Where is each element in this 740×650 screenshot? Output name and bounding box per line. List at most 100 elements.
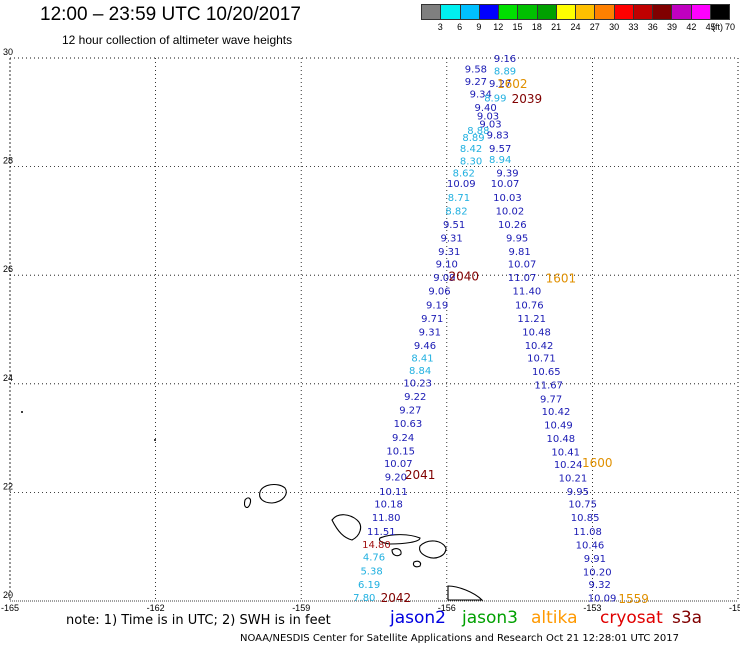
- wave-height-value: 9.19: [426, 300, 448, 311]
- wave-height-value: 8.82: [445, 206, 467, 217]
- legend-tick-label: 42: [686, 22, 697, 32]
- pass-time-label: 2042: [381, 591, 412, 605]
- wave-height-value: 10.75: [568, 500, 597, 511]
- wave-height-value: 11.21: [517, 314, 546, 325]
- wave-height-value: 11.40: [513, 287, 542, 298]
- longitude-tick-label: -162: [147, 603, 165, 613]
- island-maui: [419, 540, 447, 559]
- wave-height-value: 8.71: [448, 193, 470, 204]
- satellite-legend-s3a: s3a: [672, 608, 703, 628]
- wave-height-value: 11.80: [372, 513, 401, 524]
- wave-height-value: 5.38: [360, 566, 382, 577]
- wave-height-value: 9.77: [540, 394, 562, 405]
- wave-height-value: 8.41: [411, 354, 433, 365]
- wave-height-value: 9.32: [589, 580, 611, 591]
- wave-height-value: 9.58: [465, 65, 487, 76]
- island-molokai: [378, 534, 421, 545]
- wave-height-value: 9.51: [443, 220, 465, 231]
- legend-tick-label: 70: [724, 22, 736, 32]
- wave-height-value: 10.18: [374, 500, 403, 511]
- satellite-legend-cryosat: cryosat: [600, 608, 663, 628]
- wave-height-value: 9.03: [477, 111, 499, 122]
- legend-tick-label: 3: [437, 22, 443, 32]
- pass-time-label: 2039: [512, 92, 543, 106]
- hawaiian-islands: [21, 411, 484, 601]
- wave-height-value: 9.27: [465, 77, 487, 88]
- wave-height-value: 10.07: [508, 260, 537, 271]
- wave-height-value: 10.76: [515, 300, 544, 311]
- wave-height-value: 9.22: [404, 392, 426, 403]
- latitude-tick-label: 22: [3, 481, 13, 491]
- wave-height-value: 10.02: [496, 206, 525, 217]
- wave-height-value: 9.95: [506, 234, 528, 245]
- wave-height-value: 10.26: [498, 220, 527, 231]
- wave-height-value: 10.23: [403, 379, 432, 390]
- wave-height-value: 9.40: [474, 103, 496, 114]
- island-hawaii: [447, 585, 484, 601]
- wave-height-value: 10.41: [551, 447, 580, 458]
- wave-height-value: 11.67: [534, 381, 563, 392]
- wave-height-value: 10.49: [544, 420, 573, 431]
- page-subtitle: 12 hour collection of altimeter wave hei…: [62, 33, 293, 47]
- map-grid: -165 -162 -159 -156 -153 -150 30 28 26 24 22 20: [1, 47, 740, 613]
- wave-height-value: 9.57: [489, 144, 511, 155]
- wave-height-value: 8.94: [489, 155, 511, 166]
- pass-time-label: 1601: [546, 271, 577, 285]
- wave-height-value: 10.85: [571, 513, 600, 524]
- island-kahoolawe: [412, 560, 422, 568]
- legend-tick-label: 9: [476, 22, 482, 32]
- pass-time-label: 1602: [497, 77, 528, 91]
- wave-height-value: 10.03: [493, 193, 522, 204]
- wave-height-value: 10.46: [576, 540, 605, 551]
- wave-height-value: 10.07: [491, 179, 520, 190]
- longitude-tick-label: -156: [438, 603, 456, 613]
- legend-swatch: [460, 4, 480, 20]
- wave-height-value: 10.48: [522, 327, 551, 338]
- wave-height-value: 9.39: [496, 168, 518, 179]
- wave-height-value: 11.51: [367, 527, 396, 538]
- pass-time-label: 1600: [582, 456, 613, 470]
- legend-swatch: [691, 4, 711, 20]
- latitude-tick-label: 28: [3, 156, 13, 166]
- legend-tick-label: 33: [628, 22, 639, 32]
- wave-height-value: 9.20: [385, 472, 407, 483]
- legend-swatch: [653, 4, 673, 20]
- latitude-tick-label: 26: [3, 264, 13, 274]
- wave-height-value: 8.89: [494, 66, 516, 77]
- wave-height-value: 10.42: [542, 407, 571, 418]
- wave-height-value: 8.84: [409, 366, 431, 377]
- wave-height-value: 10.20: [583, 567, 612, 578]
- satellite-legend-jason3: jason3: [462, 608, 518, 628]
- wave-height-value: 8.88: [467, 126, 489, 137]
- color-legend-bar: [421, 4, 730, 20]
- latitude-tick-label: 24: [3, 373, 13, 383]
- island-oahu: [331, 514, 362, 541]
- legend-swatch: [672, 4, 692, 20]
- wave-height-value: 8.62: [453, 168, 475, 179]
- legend-swatch: [614, 4, 634, 20]
- wave-height-value: 9.31: [441, 234, 463, 245]
- legend-tick-label: 6: [457, 22, 463, 32]
- latitude-tick-label: 20: [3, 590, 13, 600]
- longitude-tick-label: -150: [729, 603, 740, 613]
- wave-height-value: 9.83: [487, 130, 509, 141]
- satellite-legend-jason2: jason2: [390, 608, 446, 628]
- wave-height-value: 10.48: [547, 434, 576, 445]
- legend-swatch: [556, 4, 576, 20]
- pass-time-label: 1559: [618, 592, 649, 606]
- small-island-dot: [21, 411, 23, 413]
- legend-tick-label: 30: [609, 22, 620, 32]
- longitude-tick-label: -165: [1, 603, 19, 613]
- legend-swatch: [479, 4, 499, 20]
- pass-time-label: 2041: [405, 468, 436, 482]
- wave-height-value: 9.31: [419, 327, 441, 338]
- wave-height-value: 10.24: [554, 460, 583, 471]
- wave-height-value: 9.27: [399, 406, 421, 417]
- legend-tick-label: 24: [570, 22, 581, 32]
- color-legend-labels: 3 6 9 12 15 18 21 24 27 30 33 36 39 42 45 70: [421, 22, 735, 34]
- longitude-tick-label: -153: [583, 603, 601, 613]
- wave-height-value: 9.27: [489, 79, 511, 90]
- wave-height-value: 10.65: [532, 367, 561, 378]
- legend-swatch: [537, 4, 557, 20]
